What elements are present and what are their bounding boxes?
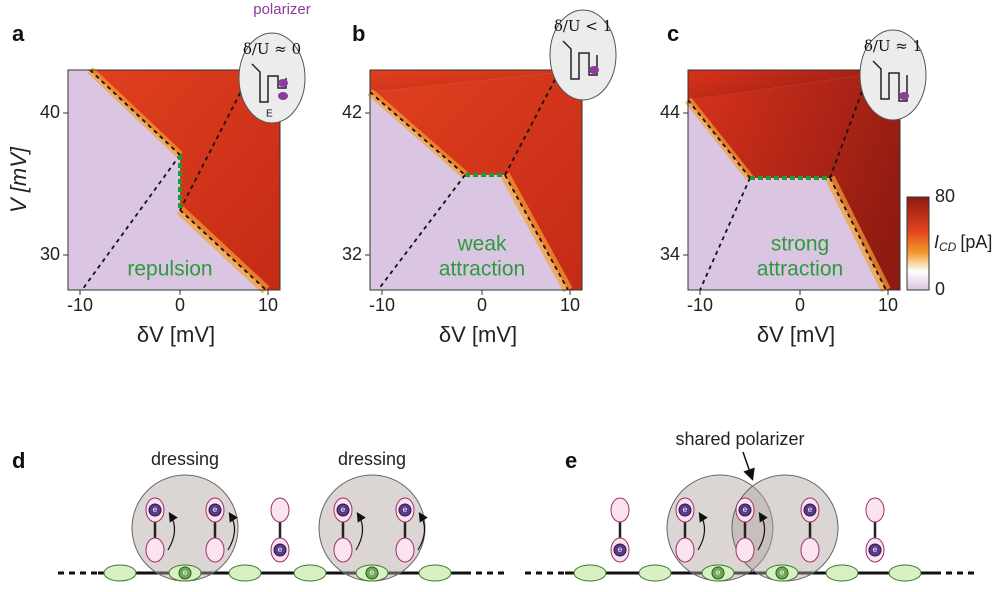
- region-label: weak: [456, 233, 507, 256]
- electron-label: e: [153, 505, 158, 514]
- site: [104, 565, 136, 581]
- region-label: strong: [771, 233, 829, 256]
- panel-label: e: [565, 448, 577, 473]
- y-tick-label: 30: [40, 244, 60, 264]
- x-tick-label: -10: [67, 295, 93, 315]
- colorbar-subscript: CD: [939, 240, 957, 254]
- figure: a 40 30 -10 0 10 δV [mV] V [mV] repulsion δ/U ≈ 0…: [0, 0, 1006, 592]
- site: [294, 565, 326, 581]
- colorbar-label: ICD[pA]: [934, 232, 992, 254]
- y-axis-label: V [mV]: [6, 146, 31, 213]
- x-tick-label: -10: [369, 295, 395, 315]
- molecule-lobe: [676, 538, 694, 562]
- note-arrow: [743, 452, 752, 478]
- polarizer-blob: [589, 66, 599, 74]
- inset-axis: E: [266, 109, 273, 120]
- x-tick-label: 0: [477, 295, 487, 315]
- electron-label: e: [213, 505, 218, 514]
- molecule-lobe: [334, 538, 352, 562]
- note: shared polarizer: [675, 429, 804, 449]
- electron-label: e: [403, 505, 408, 514]
- panel-label: a: [12, 21, 25, 46]
- electron-label: e: [808, 505, 813, 514]
- x-tick-label: -10: [687, 295, 713, 315]
- inset-text: δ/U < 1: [554, 17, 612, 35]
- x-axis-label: δV [mV]: [439, 322, 517, 347]
- region-label: attraction: [757, 258, 843, 281]
- electron-label: e: [183, 568, 188, 577]
- electron-label: e: [683, 505, 688, 514]
- inset-text: δ/U ≈ 0: [243, 40, 301, 58]
- x-axis-label: δV [mV]: [137, 322, 215, 347]
- electron-label: e: [278, 545, 283, 554]
- y-tick-label: 44: [660, 102, 680, 122]
- panel-label: b: [352, 21, 365, 46]
- polarizer-blob: [278, 92, 288, 100]
- region-label: repulsion: [127, 258, 212, 281]
- colorbar-max: 80: [935, 186, 955, 206]
- electron-label: e: [743, 505, 748, 514]
- x-tick-label: 0: [795, 295, 805, 315]
- y-tick-label: 34: [660, 244, 680, 264]
- colorbar-unit: [pA]: [960, 232, 992, 252]
- molecule-lobe: [736, 538, 754, 562]
- molecule-lobe: [396, 538, 414, 562]
- site: [229, 565, 261, 581]
- molecule-lobe: [801, 538, 819, 562]
- region-label: attraction: [439, 258, 525, 281]
- site: [419, 565, 451, 581]
- site: [889, 565, 921, 581]
- molecule-lobe: [271, 498, 289, 522]
- inset-text: δ/U ≈ 1: [864, 37, 922, 55]
- x-axis-label: δV [mV]: [757, 322, 835, 347]
- note: dressing: [338, 449, 406, 469]
- molecule-lobe: [206, 538, 224, 562]
- inset-note: polarizer: [253, 1, 311, 18]
- x-tick-label: 10: [560, 295, 580, 315]
- electron-label: e: [716, 568, 721, 577]
- electron-label: e: [873, 545, 878, 554]
- colorbar-min: 0: [935, 279, 945, 299]
- site: [574, 565, 606, 581]
- colorbar: [907, 197, 929, 290]
- panel-label: d: [12, 448, 25, 473]
- molecule-lobe: [611, 498, 629, 522]
- polarizer-blob: [278, 79, 288, 87]
- molecule-lobe: [146, 538, 164, 562]
- site: [826, 565, 858, 581]
- electron-label: e: [780, 568, 785, 577]
- x-tick-label: 0: [175, 295, 185, 315]
- x-tick-label: 10: [258, 295, 278, 315]
- molecule-lobe: [866, 498, 884, 522]
- x-tick-label: 10: [878, 295, 898, 315]
- electron-label: e: [341, 505, 346, 514]
- y-tick-label: 42: [342, 102, 362, 122]
- panel-label: c: [667, 21, 679, 46]
- electron-label: e: [618, 545, 623, 554]
- y-tick-label: 40: [40, 102, 60, 122]
- electron-label: e: [370, 568, 375, 577]
- note: dressing: [151, 449, 219, 469]
- y-tick-label: 32: [342, 244, 362, 264]
- polarizer-blob: [899, 92, 909, 100]
- site: [639, 565, 671, 581]
